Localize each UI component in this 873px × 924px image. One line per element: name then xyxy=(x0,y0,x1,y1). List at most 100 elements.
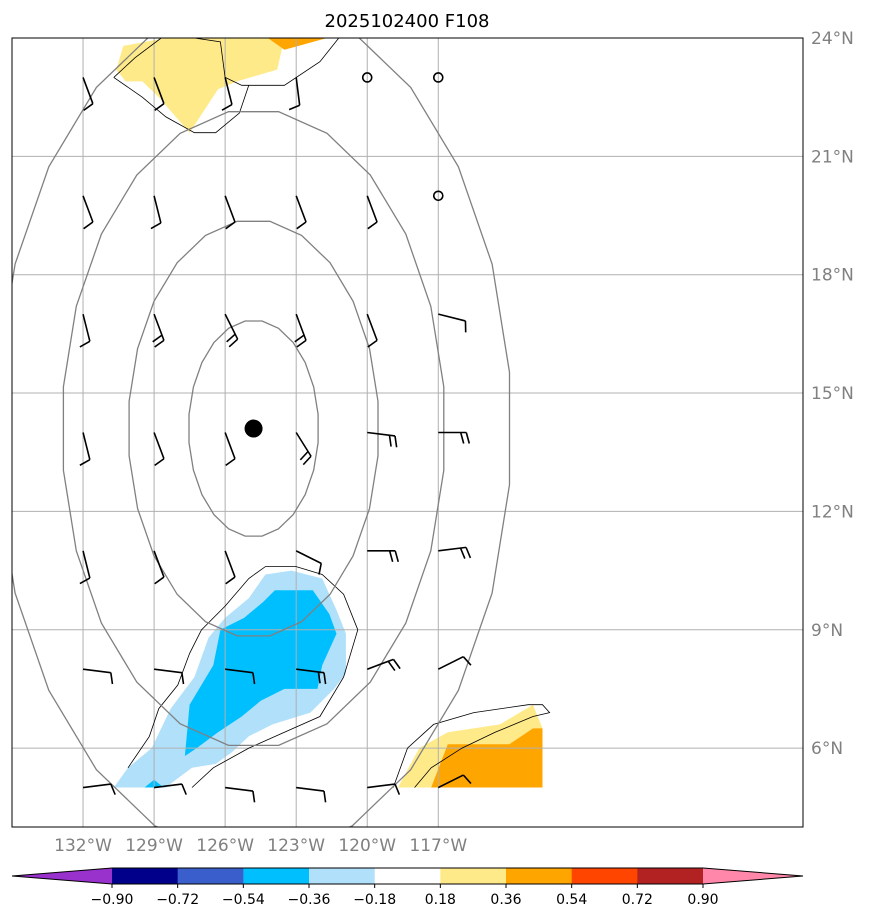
barb-feather xyxy=(150,222,162,230)
barb-feather xyxy=(394,783,401,795)
barb-feather xyxy=(392,658,401,670)
barb-shaft xyxy=(153,313,165,341)
barb-feather xyxy=(79,577,91,585)
wind-barb xyxy=(79,432,91,466)
wind-barb xyxy=(294,313,307,348)
latitude-labels: 6°N 9°N 12°N 15°N 18°N 21°N 24°N xyxy=(811,29,854,759)
storm-center-layer xyxy=(244,419,263,438)
colorbar-segment xyxy=(177,868,244,884)
barb-feather xyxy=(367,221,378,230)
map-frame xyxy=(11,37,804,828)
barb-shaft xyxy=(295,195,307,223)
wind-barb xyxy=(224,313,239,348)
south-outline xyxy=(127,566,359,788)
barb-feather xyxy=(296,221,307,230)
barb-shaft xyxy=(295,550,322,565)
wind-barb xyxy=(438,431,471,444)
fill-north-light-yellow xyxy=(116,38,285,133)
storm-center-dot xyxy=(244,419,263,438)
wind-barb xyxy=(367,431,398,448)
wind-barb xyxy=(296,668,327,685)
colorbar-tick-label: 0.90 xyxy=(687,892,718,908)
barb-feather xyxy=(79,458,91,466)
chart-title: 2025102400 F108 xyxy=(325,11,490,32)
colorbar-segment xyxy=(571,868,638,884)
barb-feather xyxy=(465,547,472,559)
lon-tick-label: 123°W xyxy=(267,836,325,856)
barb-shaft xyxy=(82,313,91,342)
barb-feather xyxy=(459,547,466,559)
barb-feather xyxy=(388,550,394,563)
barb-feather xyxy=(317,671,321,684)
barb-shaft xyxy=(366,658,394,670)
barb-shaft xyxy=(296,668,325,674)
lon-tick-label: 120°W xyxy=(338,836,396,856)
barb-shaft xyxy=(366,313,378,341)
barb-shaft xyxy=(225,786,254,792)
range-ring xyxy=(12,38,511,827)
barb-shaft xyxy=(225,668,254,674)
lat-tick-label: 18°N xyxy=(811,266,854,286)
lon-tick-label: 126°W xyxy=(196,836,254,856)
barb-shaft xyxy=(295,77,301,106)
barb-feather xyxy=(294,334,305,343)
barb-feather xyxy=(394,435,398,448)
north-outline xyxy=(113,38,340,86)
barb-shaft xyxy=(153,77,165,104)
lat-tick-label: 6°N xyxy=(811,739,843,759)
lon-tick-label: 132°W xyxy=(54,836,112,856)
barb-feather xyxy=(228,338,239,348)
barb-feather xyxy=(110,783,116,795)
barb-shaft xyxy=(367,431,396,437)
wind-barb xyxy=(296,786,327,803)
wind-barb xyxy=(225,786,256,803)
barb-feather xyxy=(459,432,465,444)
barb-feather xyxy=(181,672,185,685)
barb-shaft xyxy=(82,783,111,789)
barb-shaft xyxy=(82,668,111,674)
barb-shaft xyxy=(82,77,94,104)
wind-barb-calm xyxy=(432,72,444,83)
fill-southeast-orange xyxy=(431,728,543,788)
wind-barb xyxy=(153,432,165,467)
wind-barb xyxy=(82,783,116,795)
colorbar-tick-label: −0.36 xyxy=(288,892,331,908)
lat-tick-label: 9°N xyxy=(811,621,843,641)
colorbar-extend-high xyxy=(703,868,803,884)
gridline-layer xyxy=(12,38,803,827)
barb-shaft xyxy=(153,550,165,578)
barb-feather xyxy=(226,333,236,343)
barb-feather xyxy=(296,339,307,348)
wind-barb-calm xyxy=(432,190,444,202)
barb-feather xyxy=(154,576,165,585)
colorbar-tick-label: 0.72 xyxy=(622,892,653,908)
barb-feather xyxy=(323,790,327,803)
barb-shaft xyxy=(224,77,233,105)
north-outline-2 xyxy=(113,77,250,134)
wind-barb xyxy=(224,432,236,467)
barb-shaft xyxy=(224,195,236,223)
fill-south-deep-sky-blue xyxy=(184,590,337,756)
colorbar-segment xyxy=(506,868,573,884)
barb-feather xyxy=(79,340,91,348)
barb-feather xyxy=(367,339,378,348)
contour-outline-layer xyxy=(113,38,551,788)
wind-barb-calm xyxy=(361,72,373,83)
barb-shaft xyxy=(367,783,396,789)
wind-barb xyxy=(224,550,236,585)
barb-shaft xyxy=(224,550,236,578)
barb-feather xyxy=(462,656,472,666)
wind-barb xyxy=(288,77,301,111)
barb-feather xyxy=(299,450,309,461)
barb-feather xyxy=(83,221,94,230)
wind-barb-layer xyxy=(79,72,472,803)
colorbar-tick-label: −0.54 xyxy=(222,892,265,908)
lat-tick-label: 21°N xyxy=(811,147,854,167)
wind-barb xyxy=(225,668,256,685)
colorbar-segment xyxy=(637,868,704,884)
barb-shaft xyxy=(296,786,325,792)
wind-barb xyxy=(366,658,401,672)
barb-feather xyxy=(465,432,471,444)
wind-barb xyxy=(221,77,233,111)
